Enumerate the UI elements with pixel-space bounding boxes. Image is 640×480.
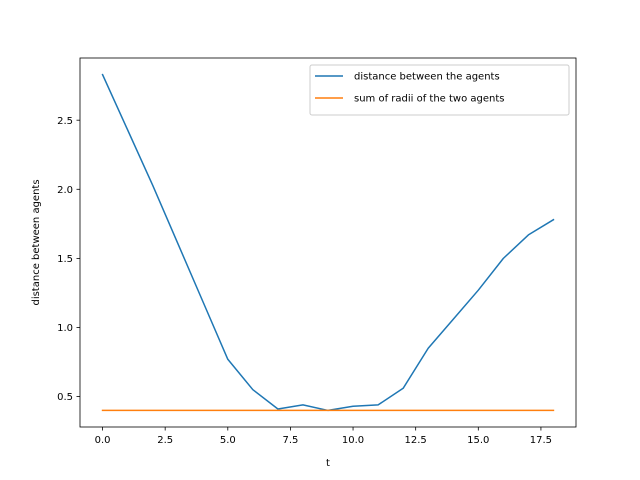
x-tick-label: 5.0 (220, 435, 236, 446)
y-tick-label: 1.0 (57, 323, 73, 334)
x-tick-label: 0.0 (95, 435, 111, 446)
legend-box (309, 64, 570, 116)
x-tick-label: 2.5 (157, 435, 173, 446)
plot-area (79, 57, 577, 428)
axes-frame (79, 57, 577, 428)
y-tick-label: 2.0 (57, 185, 73, 196)
legend: distance between the agents sum of radii … (309, 64, 570, 116)
x-tick-label: 17.5 (530, 435, 552, 446)
x-tick-label: 7.5 (282, 435, 298, 446)
legend-label-2: sum of radii of the two agents (354, 94, 505, 105)
x-axis: 0.0 2.5 5.0 7.5 10.0 12.5 15.0 17.5 (95, 427, 552, 446)
y-tick-label: 2.5 (57, 116, 73, 127)
x-axis-label: t (326, 458, 330, 469)
y-axis-label: distance between agents (31, 179, 42, 305)
x-tick-label: 12.5 (405, 435, 427, 446)
legend-label-1: distance between the agents (354, 72, 500, 83)
x-tick-label: 10.0 (342, 435, 364, 446)
x-tick-label: 15.0 (467, 435, 489, 446)
series-layer (101, 73, 555, 412)
y-axis: 0.5 1.0 1.5 2.0 2.5 (57, 116, 80, 403)
y-tick-label: 1.5 (57, 254, 73, 265)
y-tick-label: 0.5 (57, 392, 73, 403)
